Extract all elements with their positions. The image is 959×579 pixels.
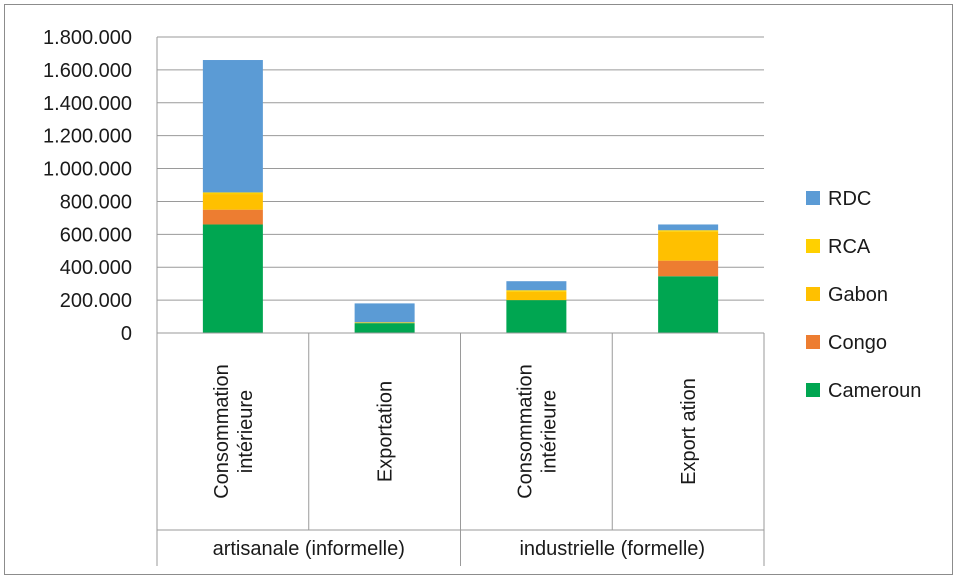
- bar-segment: [354, 323, 415, 333]
- group-label: artisanale (informelle): [213, 538, 405, 560]
- y-tick-label: 600.000: [60, 224, 132, 246]
- bar-segment: [506, 281, 567, 291]
- bar-segment: [354, 303, 415, 323]
- legend-swatch: [806, 287, 820, 301]
- bar-segment: [658, 260, 719, 277]
- x-axis: Consommation intérieure Exportation Consomm…: [156, 37, 765, 566]
- legend-label: Cameroun: [828, 380, 921, 402]
- y-tick-label: 1.200.000: [43, 126, 132, 148]
- legend: RDC RCA Gabon Congo Cameroun: [806, 188, 921, 402]
- bar-segment: [658, 224, 719, 231]
- legend-label: Congo: [828, 332, 887, 354]
- bar-segment: [506, 290, 567, 292]
- bar-segment: [202, 60, 263, 193]
- legend-swatch: [806, 335, 820, 349]
- category-label: Exportation: [375, 381, 397, 482]
- legend-swatch: [806, 383, 820, 397]
- y-tick-label: 200.000: [60, 290, 132, 312]
- bar-segment: [506, 300, 567, 333]
- y-tick-label: 1.800.000: [43, 27, 132, 49]
- bars: [202, 60, 719, 333]
- bar-segment: [202, 209, 263, 225]
- y-tick-label: 400.000: [60, 257, 132, 279]
- bar-segment: [202, 192, 263, 195]
- y-axis: 0 200.000 400.000 600.000 800.000 1.000.000 1.…: [43, 27, 132, 345]
- legend-label: RDC: [828, 188, 871, 210]
- legend-label: Gabon: [828, 284, 888, 306]
- bar-segment: [658, 230, 719, 232]
- legend-swatch: [806, 239, 820, 253]
- legend-label: RCA: [828, 236, 871, 258]
- y-tick-label: 1.600.000: [43, 60, 132, 82]
- y-tick-label: 800.000: [60, 191, 132, 213]
- bar-segment: [658, 231, 719, 261]
- chart-frame: [4, 4, 953, 575]
- category-label: Export ation: [678, 378, 700, 485]
- category-label: intérieure: [235, 390, 257, 473]
- legend-swatch: [806, 191, 820, 205]
- category-label: intérieure: [538, 390, 560, 473]
- y-tick-label: 1.000.000: [43, 159, 132, 181]
- bar-segment: [202, 224, 263, 333]
- y-tick-label: 0: [121, 323, 132, 345]
- bar-segment: [506, 291, 567, 301]
- bar-segment: [658, 276, 719, 333]
- bar-segment: [354, 322, 415, 324]
- bar-segment: [202, 194, 263, 210]
- group-label: industrielle (formelle): [519, 538, 705, 560]
- category-label: Consommation: [211, 364, 233, 499]
- category-label: Consommation: [514, 364, 536, 499]
- y-tick-label: 1.400.000: [43, 93, 132, 115]
